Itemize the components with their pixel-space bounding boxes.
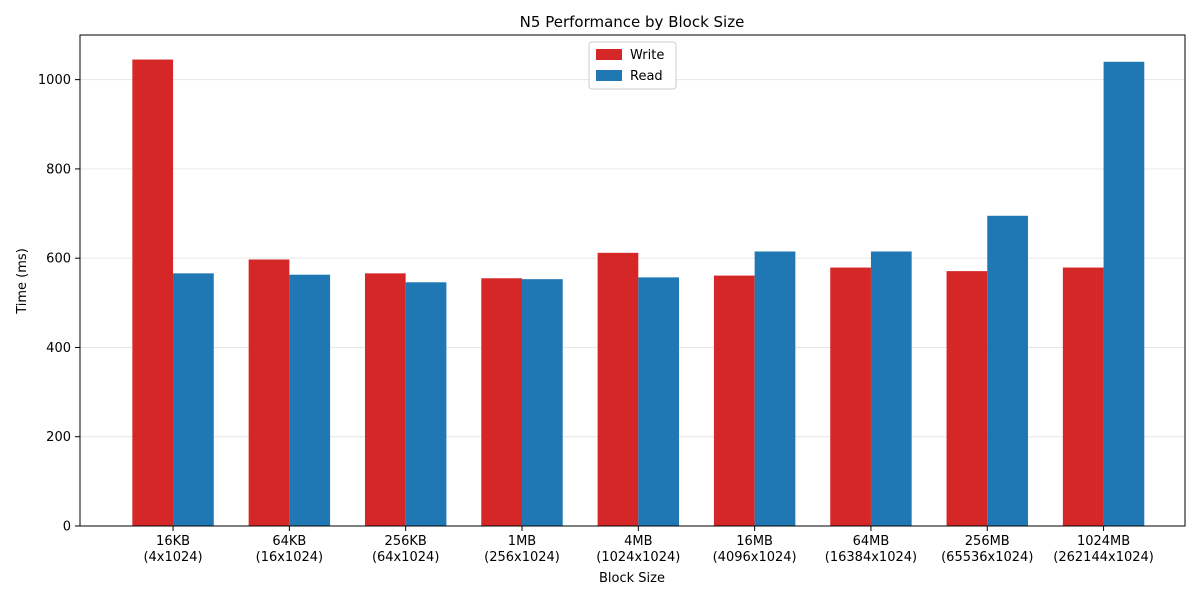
bar-read <box>405 282 447 526</box>
bars <box>132 59 1145 527</box>
bar-write <box>597 252 639 527</box>
y-tick-label: 0 <box>63 520 71 535</box>
bar-read <box>754 251 796 526</box>
legend: Write Read <box>588 41 677 90</box>
y-tick-label: 600 <box>46 252 71 267</box>
legend-label-read: Read <box>630 69 663 84</box>
bar-read <box>638 277 680 526</box>
bar-read <box>289 274 331 526</box>
x-axis-label: Block Size <box>599 571 665 586</box>
bar-read <box>173 273 214 526</box>
bar-read <box>987 215 1028 526</box>
bar-read <box>870 251 912 526</box>
bar-write <box>713 275 755 526</box>
bar-write <box>1062 267 1104 526</box>
bar-read <box>1103 61 1145 526</box>
bar-write <box>132 59 174 527</box>
x-tick-label: 4MB (1024x1024) <box>596 534 680 565</box>
legend-swatch-write <box>596 49 622 60</box>
x-tick-label: 16KB (4x1024) <box>143 534 202 565</box>
x-axis: 16KB (4x1024) 64KB (16x1024) 256KB (64x1024) 1… <box>143 526 1154 565</box>
chart-title: N5 Performance by Block Size <box>520 13 745 31</box>
y-tick-label: 200 <box>46 430 71 445</box>
x-tick-label: 64KB (16x1024) <box>256 534 323 565</box>
bar-write <box>481 278 522 526</box>
bar-write <box>364 273 406 526</box>
bar-write <box>830 267 871 526</box>
y-tick-label: 1000 <box>38 73 71 88</box>
legend-label-write: Write <box>630 48 664 63</box>
x-tick-label: 64MB (16384x1024) <box>825 534 917 565</box>
y-tick-label: 800 <box>46 162 71 177</box>
legend-swatch-read <box>596 70 622 81</box>
y-axis: 0 200 400 600 800 1000 <box>38 73 80 535</box>
x-tick-label: 256MB (65536x1024) <box>941 534 1033 565</box>
bar-write <box>946 271 988 526</box>
x-tick-label: 256KB (64x1024) <box>372 534 439 565</box>
x-tick-label: 1MB (256x1024) <box>484 534 560 565</box>
x-tick-label: 16MB (4096x1024) <box>713 534 797 565</box>
x-tick-label: 1024MB (262144x1024) <box>1053 534 1154 565</box>
y-tick-label: 400 <box>46 341 71 356</box>
bar-write <box>248 259 290 526</box>
y-axis-label: Time (ms) <box>15 248 30 315</box>
bar-read <box>522 279 563 526</box>
plot-frame <box>79 34 1186 527</box>
